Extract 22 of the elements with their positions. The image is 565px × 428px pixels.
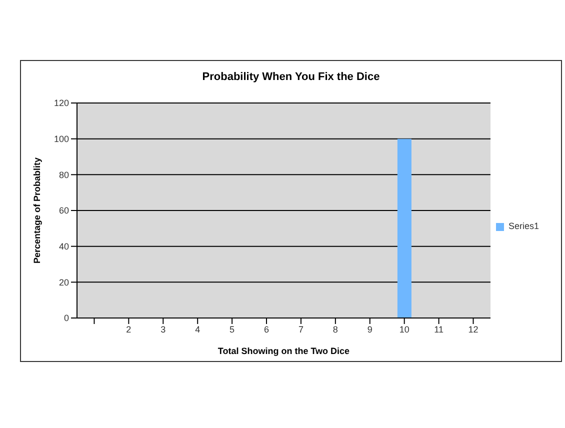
y-tick-label: 0	[64, 313, 69, 324]
y-tick-label: 80	[58, 170, 69, 180]
y-tick-label: 60	[58, 206, 69, 216]
x-axis-title: Total Showing on the Two Dice	[218, 346, 350, 356]
x-tick-label: 5	[230, 324, 235, 334]
y-tick-label: 100	[54, 134, 69, 144]
x-tick-label: 10	[399, 324, 410, 334]
y-tick-label: 20	[58, 277, 69, 288]
legend-label: Series1	[508, 221, 539, 231]
x-tick-label: 9	[367, 324, 372, 334]
x-tick-label: 3	[160, 324, 166, 334]
y-tick-label: 40	[58, 242, 69, 252]
x-tick-label: 6	[264, 324, 270, 334]
x-tick-label: 8	[332, 324, 338, 334]
x-tick-label: 7	[298, 324, 304, 334]
y-axis-title: Percentage of Probablity	[32, 157, 42, 264]
x-tick-label: 12	[468, 324, 478, 334]
chart-title: Probability When You Fix the Dice	[201, 70, 381, 85]
x-tick-label: 4	[195, 324, 200, 334]
y-tick-label: 120	[54, 98, 69, 108]
x-tick-label: 11	[434, 324, 444, 334]
x-tick-label: 2	[126, 324, 132, 334]
